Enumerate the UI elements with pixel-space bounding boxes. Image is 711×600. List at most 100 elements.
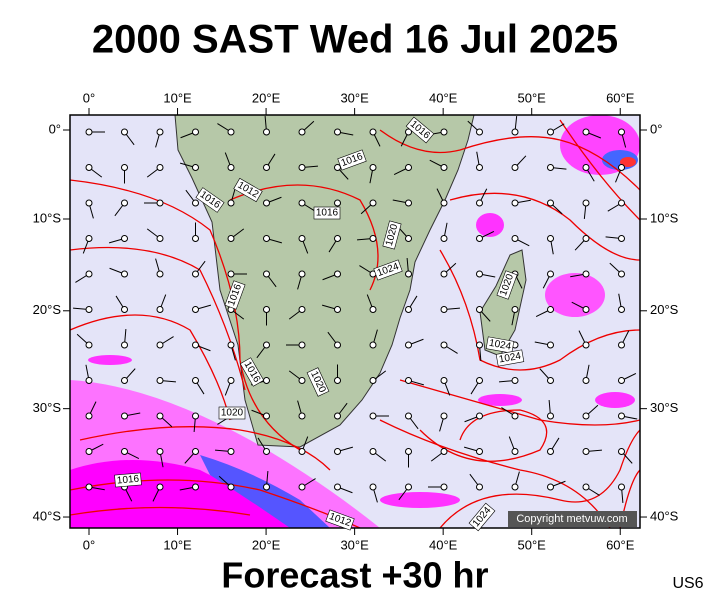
wind-station [85, 270, 93, 278]
lon-label-top: 50°E [518, 90, 547, 105]
isobar-label-box [382, 220, 402, 250]
wind-station [440, 270, 448, 278]
isobar-label-box [195, 187, 225, 213]
wind-station [476, 164, 483, 171]
lon-label-top: 20°E [252, 90, 281, 105]
wind-station [121, 341, 128, 349]
isobar-label-box [485, 336, 515, 354]
wind-station [85, 412, 93, 420]
lon-label-bottom: 20°E [252, 537, 281, 552]
wind-station [121, 128, 128, 136]
wind-station [476, 270, 483, 278]
wind-station [476, 235, 483, 242]
wind-station [440, 199, 448, 207]
wind-station [440, 306, 448, 313]
wind-station [369, 448, 377, 455]
wind-station [121, 412, 128, 420]
graticule: 0° 0° 10°E 10°E 20°E 20°E 30°E 30°E 40°E 40°E 50°E… [33, 90, 679, 552]
wind-station [227, 199, 235, 207]
wind-station [405, 412, 412, 420]
wind-station [440, 235, 448, 242]
wind-station [192, 128, 199, 136]
wind-station [547, 235, 554, 242]
isobar-label: 1020 [382, 220, 402, 250]
wind-station [227, 270, 235, 278]
wind-station [476, 448, 483, 455]
map-area [70, 115, 640, 528]
isobar-label-box [306, 367, 330, 397]
wind-station [440, 341, 448, 349]
isobar-label-box [233, 177, 263, 203]
wind-station [547, 270, 554, 278]
wind-station [334, 199, 341, 207]
wind-station [227, 448, 235, 455]
isobar-label-box [114, 472, 142, 488]
wind-station [369, 306, 377, 313]
wind-station [440, 448, 448, 455]
wind-stations [73, 116, 638, 503]
wind-station [263, 341, 270, 349]
wind-station [156, 377, 164, 384]
wind-station [618, 306, 625, 313]
wind-station [511, 377, 519, 384]
isobar-label: 1016 [114, 472, 142, 488]
lon-label-top: 60°E [606, 90, 635, 105]
wind-station [405, 128, 412, 136]
wind-station [511, 483, 519, 491]
wind-station [192, 341, 199, 349]
wind-station [156, 235, 164, 242]
isobars [70, 119, 640, 528]
wind-station [298, 377, 306, 384]
wind-station [582, 306, 590, 313]
copyright-box [508, 511, 637, 527]
wind-station [156, 306, 164, 313]
isobar-label-box [496, 270, 518, 300]
wind-station [405, 235, 412, 242]
wind-station [263, 306, 270, 313]
wind-station [298, 199, 306, 207]
wind-station [547, 377, 554, 384]
lat-label-left: 40°S [33, 508, 62, 523]
lat-label-right: 10°S [650, 210, 679, 225]
wind-station [582, 128, 590, 136]
wind-station [85, 306, 93, 313]
wind-station [227, 164, 235, 171]
wind-station [547, 412, 554, 420]
wind-station [405, 483, 412, 491]
wind-station [405, 341, 412, 349]
wind-station [263, 235, 270, 242]
wind-station [476, 199, 483, 207]
isobar-label-box [373, 259, 403, 281]
wind-station [369, 199, 377, 207]
wind-station [618, 448, 625, 455]
wind-station [334, 377, 341, 384]
wind-station [298, 164, 306, 171]
wind-station [618, 199, 625, 207]
isobar-label-box [495, 349, 525, 367]
wind-station [369, 235, 377, 242]
wind-station [192, 483, 199, 491]
isobar-label-text: 1016 [316, 208, 339, 219]
wind-station [547, 199, 554, 207]
isobar-label: 1024 [485, 336, 515, 354]
wind-station [476, 483, 483, 491]
wind-station [582, 377, 590, 384]
wind-station [618, 412, 625, 420]
wind-station [121, 270, 128, 278]
lat-label-right: 40°S [650, 508, 679, 523]
wind-station [582, 270, 590, 278]
wind-station [511, 128, 519, 136]
wind-station [618, 270, 625, 278]
wind-station [369, 483, 377, 491]
wind-station [405, 270, 412, 278]
isobar-label-box [313, 206, 341, 220]
isobar-label-box [239, 357, 265, 387]
wind-station [476, 306, 483, 313]
wind-station [334, 341, 341, 349]
wind-station [263, 164, 270, 171]
wind-station [121, 235, 128, 242]
wind-station [334, 412, 341, 420]
wind-station [121, 448, 128, 455]
wind-station [582, 483, 590, 491]
